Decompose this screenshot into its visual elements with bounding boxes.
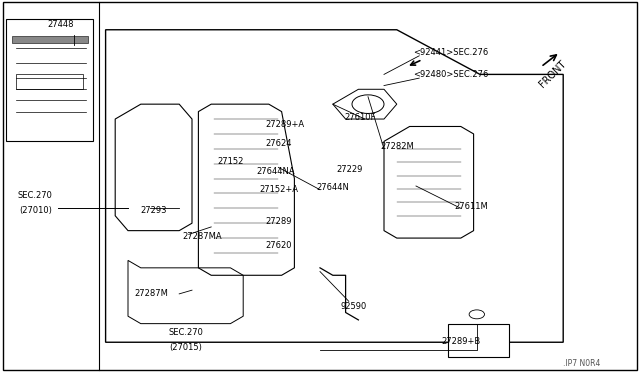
Text: 27289: 27289 xyxy=(266,217,292,226)
Text: 27293: 27293 xyxy=(141,206,167,215)
Text: <92480>SEC.276: <92480>SEC.276 xyxy=(413,70,488,79)
Text: 27624: 27624 xyxy=(266,139,292,148)
Bar xyxy=(448,324,509,357)
Text: <92441>SEC.276: <92441>SEC.276 xyxy=(413,48,488,57)
Text: 27287MA: 27287MA xyxy=(182,232,222,241)
Text: (27015): (27015) xyxy=(169,343,202,352)
Bar xyxy=(12,36,88,43)
Text: SEC.270: SEC.270 xyxy=(18,191,52,200)
Text: 27152: 27152 xyxy=(218,157,244,166)
Text: FRONT: FRONT xyxy=(538,59,568,90)
Text: 27282M: 27282M xyxy=(381,142,415,151)
Text: 92590: 92590 xyxy=(340,302,367,311)
Text: 27644NA: 27644NA xyxy=(256,167,294,176)
Text: 27152+A: 27152+A xyxy=(259,185,298,194)
Text: 27611M: 27611M xyxy=(454,202,488,211)
Text: (27010): (27010) xyxy=(19,206,52,215)
Text: 27610F: 27610F xyxy=(344,113,376,122)
Text: 27289+B: 27289+B xyxy=(441,337,481,346)
Text: 27620: 27620 xyxy=(266,241,292,250)
Text: 27287M: 27287M xyxy=(134,289,168,298)
Text: SEC.270: SEC.270 xyxy=(168,328,203,337)
Text: 27289+A: 27289+A xyxy=(266,120,305,129)
Text: 27644N: 27644N xyxy=(317,183,349,192)
Text: 27229: 27229 xyxy=(336,165,362,174)
Text: .IP7 N0R4: .IP7 N0R4 xyxy=(563,359,600,368)
Text: 27448: 27448 xyxy=(47,20,74,29)
Bar xyxy=(16,74,83,89)
